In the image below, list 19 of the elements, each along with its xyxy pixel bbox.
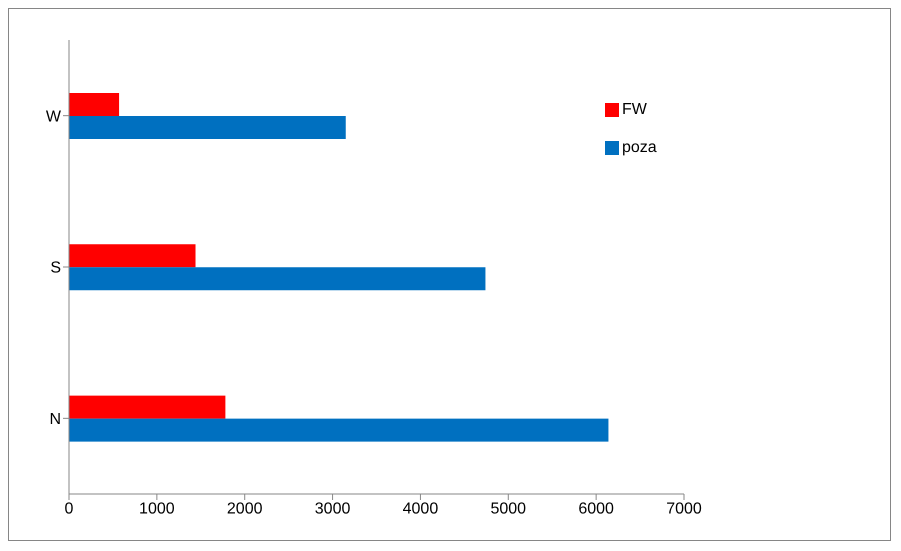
y-tick-label: S bbox=[50, 260, 61, 277]
bar bbox=[69, 396, 226, 419]
x-tick-label: 7000 bbox=[666, 500, 702, 518]
y-tick-label: W bbox=[46, 108, 62, 126]
bar bbox=[69, 92, 120, 116]
x-tick-label: 1000 bbox=[139, 500, 175, 518]
bar bbox=[69, 116, 346, 139]
legend-label: FW bbox=[622, 101, 647, 119]
bar bbox=[69, 267, 486, 290]
x-tick-label: 2000 bbox=[226, 500, 263, 518]
bar bbox=[69, 418, 608, 442]
legend-label: poza bbox=[622, 139, 657, 157]
x-tick-label: 3000 bbox=[314, 500, 350, 518]
x-tick-label: 0 bbox=[64, 500, 74, 518]
x-tick-label: 4000 bbox=[402, 500, 438, 518]
x-tick-label: 5000 bbox=[490, 500, 526, 518]
x-tick-label: 6000 bbox=[578, 500, 614, 518]
bar bbox=[69, 244, 196, 268]
y-tick-label: N bbox=[49, 411, 61, 428]
